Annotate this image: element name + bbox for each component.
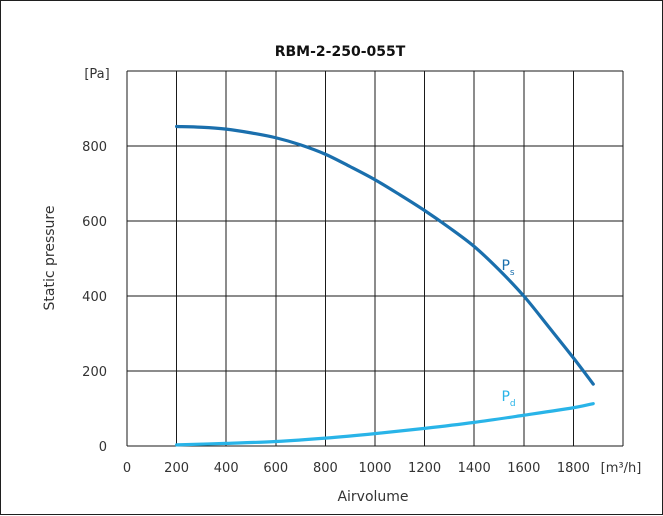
- x-tick-label: 600: [263, 461, 288, 476]
- grid: [126, 70, 624, 447]
- x-axis-unit: [m³/h]: [601, 461, 642, 476]
- y-tick-label: 600: [82, 215, 107, 230]
- series-line-ps: [175, 124, 595, 386]
- x-tick-label: 1000: [358, 461, 391, 476]
- y-tick-label: 400: [82, 290, 107, 305]
- x-axis-label: Airvolume: [337, 489, 408, 505]
- y-tick-label: 0: [99, 440, 107, 455]
- x-tick-label: 200: [164, 461, 189, 476]
- x-tick-label: 1600: [507, 461, 540, 476]
- series-lines: [175, 124, 595, 447]
- tick-labels: 0 200 400 600 800 1000 1200 1400 1600 1800 0 200 400…: [82, 140, 590, 476]
- x-tick-label: 400: [214, 461, 239, 476]
- series-label-ps: Ps: [501, 258, 514, 278]
- x-tick-label: 0: [123, 461, 131, 476]
- x-tick-label: 1400: [458, 461, 491, 476]
- y-tick-label: 800: [82, 140, 107, 155]
- x-tick-label: 1200: [408, 461, 441, 476]
- y-axis-unit: [Pa]: [84, 67, 109, 82]
- x-tick-label: 800: [313, 461, 338, 476]
- series-labels: Ps Pd: [501, 258, 515, 409]
- y-tick-label: 200: [82, 365, 107, 380]
- series-label-pd: Pd: [501, 389, 515, 409]
- series-line-pd: [175, 402, 595, 447]
- chart-title: RBM-2-250-055T: [275, 44, 406, 60]
- x-tick-label: 1800: [557, 461, 590, 476]
- y-axis-label: Static pressure: [42, 206, 58, 311]
